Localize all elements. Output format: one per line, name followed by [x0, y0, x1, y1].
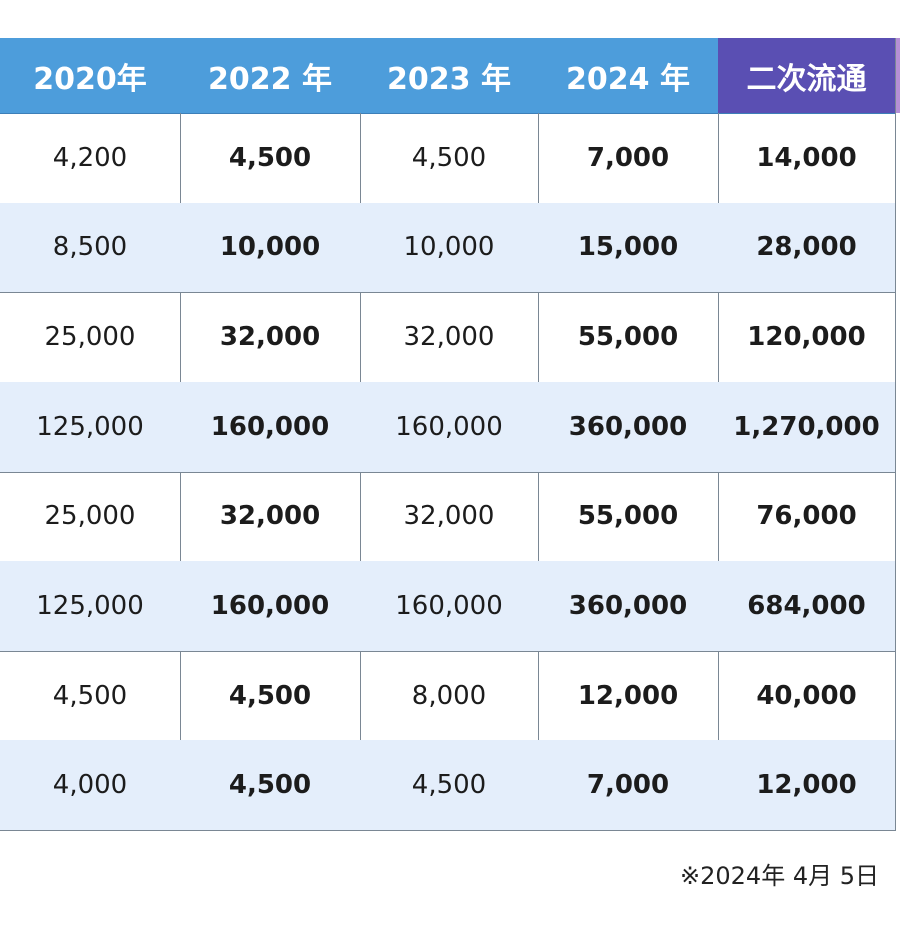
- table-cell: 32,000: [360, 471, 539, 563]
- table-cell: 160,000: [360, 381, 539, 473]
- header-cell: 二次流通: [718, 38, 896, 114]
- table-cell: 7,000: [538, 113, 719, 204]
- table-cell: 40,000: [718, 650, 896, 742]
- table-cell: 14,000: [718, 113, 896, 204]
- table-cell: 55,000: [538, 471, 719, 563]
- table-cell: 160,000: [180, 381, 361, 473]
- table-cell: 4,500: [0, 650, 181, 742]
- table-cell: 160,000: [180, 561, 361, 652]
- header-cell: 2020年: [0, 38, 181, 114]
- table-cell: 15,000: [538, 202, 719, 294]
- table-cell: 25,000: [0, 471, 181, 563]
- header-cell: 2022 年: [180, 38, 361, 114]
- table-cell: 120,000: [718, 292, 896, 383]
- table-cell: 4,000: [0, 740, 181, 831]
- table-cell: 4,500: [360, 113, 539, 204]
- table-cell: 4,500: [180, 113, 361, 204]
- table-cell: 125,000: [0, 381, 181, 473]
- table-cell: 10,000: [180, 202, 361, 294]
- table-cell: 4,500: [180, 740, 361, 831]
- table-cell: 8,000: [360, 650, 539, 742]
- table-cell: 28,000: [718, 202, 896, 294]
- table-cell: 25,000: [0, 292, 181, 383]
- header-cell: 2024 年: [538, 38, 719, 114]
- header-cell: 2023 年: [360, 38, 539, 114]
- table-cell: 4,200: [0, 113, 181, 204]
- table-cell: 12,000: [718, 740, 896, 831]
- table-cell: 76,000: [718, 471, 896, 563]
- table-cell: 55,000: [538, 292, 719, 383]
- table-cell: 360,000: [538, 381, 719, 473]
- table-cell: 32,000: [360, 292, 539, 383]
- table-cell: 160,000: [360, 561, 539, 652]
- table-cell: 12,000: [538, 650, 719, 742]
- table-cell: 32,000: [180, 292, 361, 383]
- table-cell: 32,000: [180, 471, 361, 563]
- table-cell: 125,000: [0, 561, 181, 652]
- table-cell: 684,000: [718, 561, 896, 652]
- cut-column: [895, 38, 900, 830]
- table-cell: 360,000: [538, 561, 719, 652]
- table-cell: 1,270,000: [718, 381, 896, 473]
- table-cell: 10,000: [360, 202, 539, 294]
- footnote: ※2024年 4月 5日: [680, 862, 879, 890]
- table-cell: 7,000: [538, 740, 719, 831]
- table-cell: 4,500: [180, 650, 361, 742]
- table-cell: 4,500: [360, 740, 539, 831]
- table-cell: 8,500: [0, 202, 181, 294]
